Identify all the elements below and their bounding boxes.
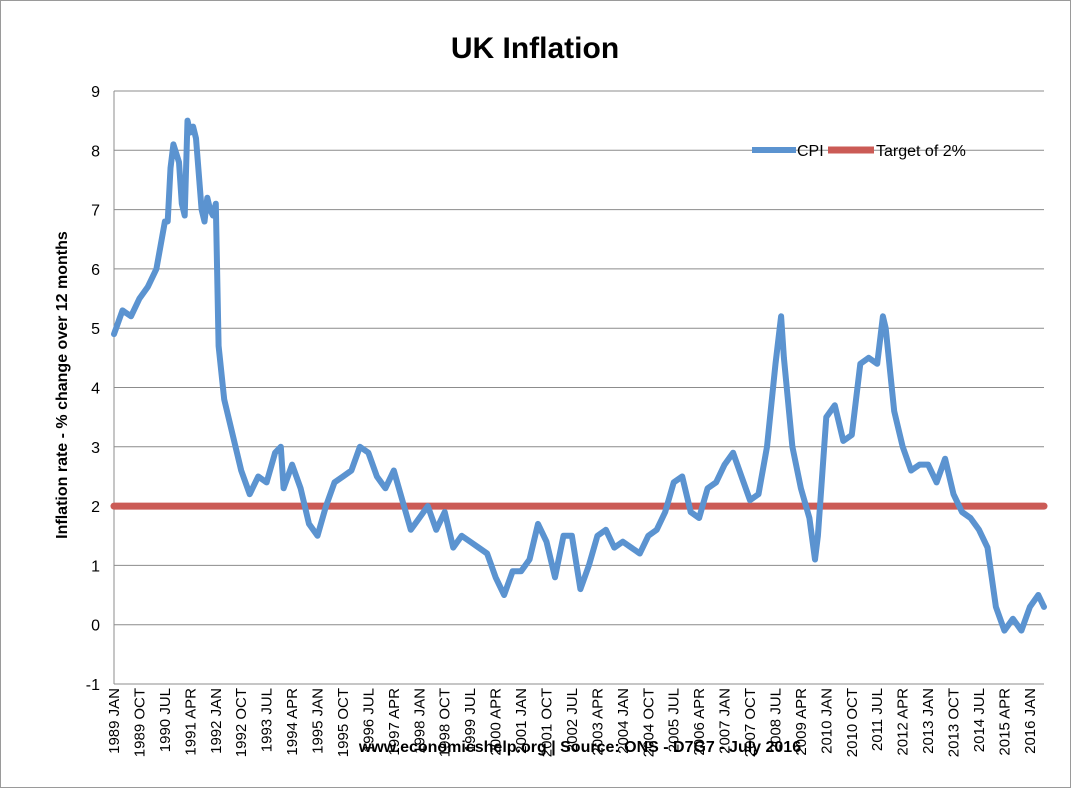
x-tick-label: 1992 JAN xyxy=(208,688,225,754)
x-tick-label: 2005 JUL xyxy=(666,688,683,752)
y-tick-labels: -1 0 1 2 3 4 5 6 7 8 9 xyxy=(86,84,100,694)
x-tick-label: 2004 OCT xyxy=(640,688,657,757)
x-tick-label: 1989 JAN xyxy=(106,688,123,754)
x-tick-label: 2016 JAN xyxy=(1022,688,1039,754)
x-tick-label: 1998 OCT xyxy=(437,688,454,757)
legend-label-cpi: CPI xyxy=(797,143,824,160)
x-tick-label: 2001 OCT xyxy=(538,688,555,757)
x-tick-label: 1992 OCT xyxy=(233,688,250,757)
x-tick-label: 2001 JAN xyxy=(513,688,530,754)
x-tick-label: 2007 OCT xyxy=(742,688,759,757)
cpi-series-line xyxy=(111,117,1047,634)
y-tick-label: 8 xyxy=(91,143,100,160)
x-tick-label: 2012 APR xyxy=(895,688,912,756)
x-tick-label: 2015 APR xyxy=(996,688,1013,756)
chart-footer-source: www.economicshelp.org | Source: ONS - D7… xyxy=(358,739,801,756)
x-tick-label: 2009 APR xyxy=(793,688,810,756)
y-tick-label: 7 xyxy=(91,203,100,220)
y-tick-label: 2 xyxy=(91,499,100,516)
chart-title: UK Inflation xyxy=(451,32,619,65)
legend-label-target: Target of 2% xyxy=(876,143,966,160)
x-tick-label: 1989 OCT xyxy=(131,688,148,757)
x-tick-label: 2007 JAN xyxy=(717,688,734,754)
series-lines xyxy=(110,117,1048,634)
x-tick-label: 1995 OCT xyxy=(335,688,352,757)
x-tick-label: 2004 JAN xyxy=(615,688,632,754)
y-tick-label: 1 xyxy=(91,558,100,575)
x-tick-label: 1990 JUL xyxy=(157,688,174,752)
x-tick-label: 1996 JUL xyxy=(360,688,377,752)
y-tick-label: 3 xyxy=(91,440,100,457)
x-tick-label: 2008 JUL xyxy=(767,688,784,752)
x-tick-label: 2010 OCT xyxy=(844,688,861,757)
x-tick-label: 1999 JUL xyxy=(462,688,479,752)
y-tick-label: 6 xyxy=(91,262,100,279)
x-tick-label: 1995 JAN xyxy=(310,688,327,754)
x-tick-label: 2014 JUL xyxy=(971,688,988,752)
x-tick-label: 1994 APR xyxy=(284,688,301,756)
x-tick-label: 2003 APR xyxy=(589,688,606,756)
y-axis-label: Inflation rate - % change over 12 months xyxy=(54,231,71,539)
gridlines xyxy=(113,90,1044,685)
y-tick-label: 5 xyxy=(91,321,100,338)
x-tick-label: 2006 APR xyxy=(691,688,708,756)
x-tick-label: 2011 JUL xyxy=(869,688,886,751)
x-tick-label: 2000 APR xyxy=(488,688,505,756)
x-tick-label: 2010 JAN xyxy=(818,688,835,754)
y-tick-label: 4 xyxy=(91,381,100,398)
x-tick-label: 2013 OCT xyxy=(946,688,963,757)
x-tick-label: 2002 JUL xyxy=(564,688,581,752)
x-tick-label: 1993 JUL xyxy=(259,688,276,752)
x-tick-label: 1998 JAN xyxy=(411,688,428,754)
x-tick-label: 1991 APR xyxy=(182,688,199,756)
legend: CPI Target of 2% xyxy=(752,143,966,160)
x-tick-label: 2013 JAN xyxy=(920,688,937,754)
y-tick-label: -1 xyxy=(86,677,100,694)
x-tick-labels: 1989 JAN 1989 OCT 1990 JUL 1991 APR 1992 JAN… xyxy=(106,688,1039,757)
x-tick-label: 1997 APR xyxy=(386,688,403,756)
y-tick-label: 0 xyxy=(91,618,100,635)
y-tick-label: 9 xyxy=(91,84,100,101)
